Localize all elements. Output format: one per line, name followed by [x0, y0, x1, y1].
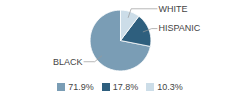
- html-text:17.8%: 17.8%: [112, 82, 139, 92]
- svg-text:WHITE: WHITE: [159, 4, 188, 14]
- svg-text:BLACK: BLACK: [53, 57, 83, 67]
- svg-text:HISPANIC: HISPANIC: [159, 23, 201, 33]
- html-text:71.9%: 71.9%: [68, 82, 94, 92]
- html-text:10.3%: 10.3%: [157, 82, 183, 92]
